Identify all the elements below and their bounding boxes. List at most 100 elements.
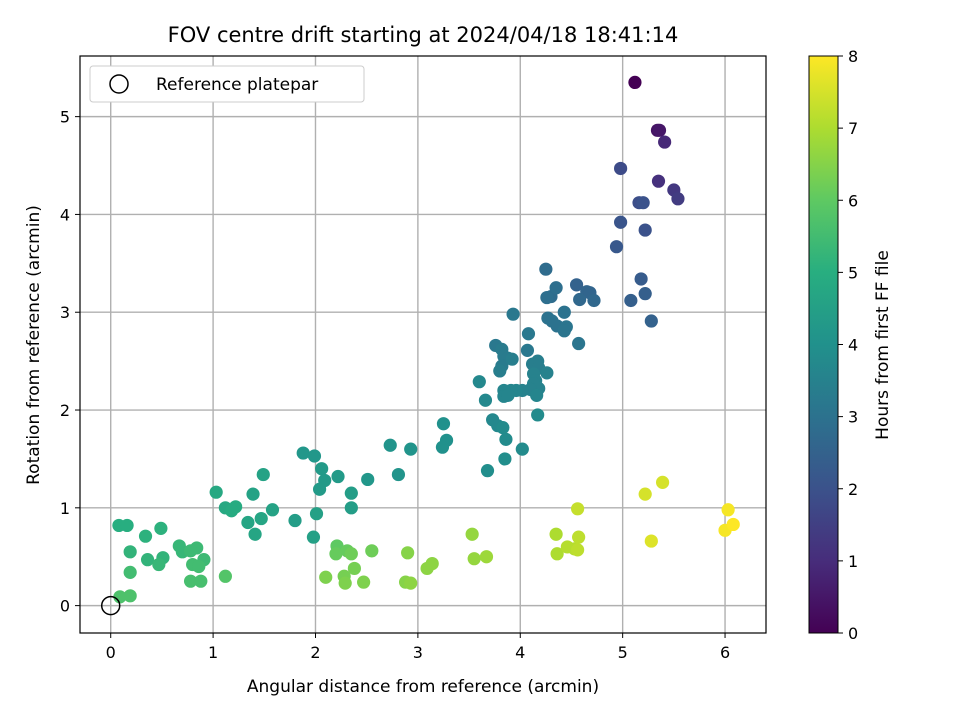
data-point: [319, 570, 333, 584]
x-tick-label: 6: [720, 643, 730, 662]
x-axis: 0 1 2 3 4 5 6: [106, 633, 730, 662]
data-point: [557, 324, 571, 338]
data-point: [194, 574, 208, 588]
y-tick-label: 4: [60, 205, 70, 224]
y-tick-label: 0: [60, 597, 70, 616]
data-point: [123, 545, 137, 559]
data-points: [112, 75, 740, 604]
data-point: [436, 417, 451, 431]
data-point: [549, 527, 563, 541]
data-point: [347, 561, 361, 576]
data-point: [472, 375, 486, 389]
chart-title: FOV centre drift starting at 2024/04/18 …: [168, 23, 679, 47]
colorbar-tick-label: 8: [848, 47, 858, 66]
data-point: [506, 307, 520, 321]
data-point: [425, 556, 439, 571]
x-tick-label: 1: [208, 643, 218, 662]
reference-marker: [100, 595, 121, 616]
data-point: [644, 314, 658, 328]
data-point: [609, 240, 624, 254]
colorbar-tick-label: 2: [848, 480, 858, 499]
colorbar-ticks: 0 1 2 3 4 5 6 7 8: [838, 47, 858, 643]
data-point: [344, 501, 358, 515]
data-point: [652, 123, 667, 137]
data-point: [572, 336, 586, 351]
data-point: [636, 196, 650, 210]
data-point: [521, 327, 536, 341]
data-point: [499, 432, 513, 446]
y-tick-label: 2: [60, 401, 70, 420]
data-point: [218, 569, 232, 583]
y-tick-label: 5: [60, 108, 70, 127]
x-tick-label: 4: [515, 643, 525, 662]
data-point: [123, 589, 137, 603]
colorbar-tick-label: 6: [848, 191, 858, 210]
data-point: [540, 366, 554, 380]
data-point: [401, 546, 415, 560]
x-tick-label: 5: [618, 643, 628, 662]
data-point: [152, 557, 166, 572]
data-point: [241, 515, 255, 530]
data-point: [644, 534, 658, 548]
data-point: [624, 293, 638, 308]
data-point: [721, 503, 735, 517]
data-point: [498, 452, 512, 466]
data-point: [614, 161, 628, 176]
colorbar-tick-label: 0: [848, 624, 858, 643]
colorbar-tick-label: 7: [848, 119, 858, 138]
data-point: [265, 503, 280, 517]
data-point: [573, 292, 587, 307]
data-point: [256, 467, 270, 482]
data-point: [404, 576, 418, 590]
data-point: [309, 507, 324, 521]
data-point: [539, 262, 553, 276]
data-point: [209, 485, 223, 499]
colorbar-tick-label: 5: [848, 263, 858, 282]
data-point: [540, 290, 554, 305]
data-point: [307, 449, 322, 463]
data-point: [655, 475, 670, 489]
data-point: [138, 529, 153, 543]
data-point: [306, 530, 321, 544]
data-point: [338, 576, 352, 590]
data-point: [638, 487, 652, 501]
data-point: [726, 517, 740, 532]
legend-label: Reference platepar: [156, 75, 318, 95]
colorbar-tick-label: 1: [848, 552, 858, 571]
data-point: [493, 364, 507, 378]
data-point: [571, 502, 585, 516]
data-point: [479, 550, 494, 564]
data-point: [288, 513, 302, 528]
data-point: [515, 442, 529, 456]
data-point: [671, 192, 685, 206]
data-point: [530, 388, 544, 402]
data-point: [634, 272, 648, 286]
data-point: [120, 518, 134, 533]
data-point: [571, 543, 585, 557]
legend-marker-icon: [109, 74, 129, 94]
data-point: [557, 305, 571, 319]
data-point: [365, 544, 379, 558]
data-point: [404, 442, 418, 456]
data-point: [224, 504, 239, 518]
data-point: [658, 135, 672, 149]
data-point: [505, 352, 519, 366]
data-point: [246, 487, 260, 501]
data-point: [361, 472, 375, 487]
data-point: [550, 547, 564, 561]
data-point: [331, 469, 345, 484]
x-tick-label: 0: [106, 643, 116, 662]
data-point: [192, 559, 206, 574]
colorbar-tick-label: 3: [848, 408, 858, 427]
y-axis-label: Rotation from reference (arcmin): [24, 205, 44, 485]
legend-box: [89, 65, 365, 103]
data-point: [344, 547, 358, 561]
data-point: [572, 530, 586, 544]
data-point: [183, 544, 198, 558]
data-point: [296, 446, 310, 460]
data-point: [357, 575, 371, 589]
data-point: [113, 590, 127, 604]
y-tick-label: 3: [60, 303, 70, 322]
data-point: [465, 527, 479, 541]
colorbar-gradient: [808, 55, 839, 634]
